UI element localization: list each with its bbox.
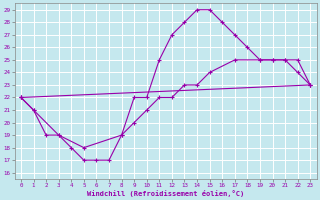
X-axis label: Windchill (Refroidissement éolien,°C): Windchill (Refroidissement éolien,°C)	[87, 190, 244, 197]
